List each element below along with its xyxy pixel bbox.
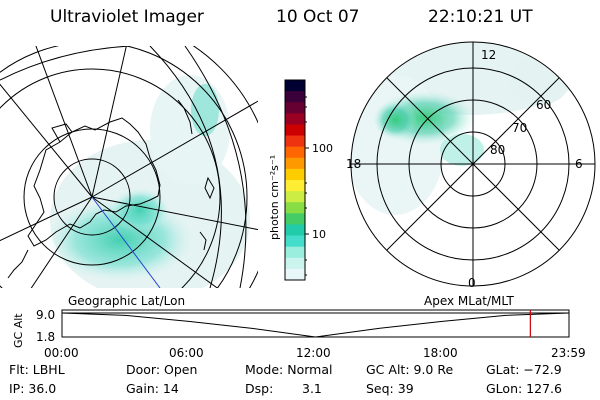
gain-info: Gain: 14: [126, 381, 179, 396]
mlat-label-80: 80: [490, 143, 505, 157]
color-scale-segment: [285, 102, 305, 114]
colorbar-tick-100: 100: [312, 142, 333, 155]
color-scale-segment: [285, 146, 305, 159]
color-scale-segment: [285, 202, 305, 214]
instrument-title: Ultraviolet Imager: [50, 7, 204, 27]
seq-info: Seq: 39: [366, 381, 414, 396]
colorbar-unit-label: photon cm⁻²s⁻¹: [268, 155, 281, 240]
color-scale-segment: [285, 113, 305, 125]
color-scale-segment: [285, 168, 305, 181]
color-scale-segment: [285, 157, 305, 170]
time-label: 22:10:21 UT: [428, 7, 533, 27]
right-map-caption: Apex MLat/MLT: [424, 294, 514, 308]
color-scale-segment: [285, 191, 305, 203]
color-scale-segment: [285, 257, 305, 270]
glat-info: GLat: −72.9: [486, 362, 562, 377]
color-scale-segment: [285, 135, 305, 148]
date-label: 10 Oct 07: [276, 7, 360, 27]
color-scale-tick-marks: [305, 96, 309, 276]
color-scale-segment: [285, 224, 305, 237]
terminator-line: [91, 196, 161, 288]
timeline-ytick-bottom: 1.8: [36, 330, 55, 344]
mlt-label-0: 0: [468, 276, 476, 290]
color-scale-bar: [285, 80, 305, 281]
timeline-xtick-0600: 06:00: [169, 346, 204, 360]
timeline-ylabel: GC Alt: [12, 313, 25, 348]
filter-info: Flt: LBHL: [9, 362, 65, 377]
door-info: Door: Open: [126, 362, 198, 377]
color-scale-segment: [285, 91, 305, 103]
timeline-xtick-1800: 18:00: [423, 346, 458, 360]
mlat-label-70: 70: [512, 121, 527, 135]
glon-info: GLon: 127.6: [486, 381, 562, 396]
color-scale-segment: [285, 80, 305, 92]
geographic-map: [0, 46, 258, 288]
colorbar-tick-10: 10: [312, 228, 326, 241]
timeline-xtick-0000: 00:00: [44, 346, 79, 360]
lat-lon-grid: [0, 46, 258, 288]
timeline-xtick-2359: 23:59: [551, 346, 586, 360]
mode-info: Mode: Normal: [245, 362, 333, 377]
coastlines: [7, 99, 215, 279]
color-scale-segment: [285, 213, 305, 225]
magnetic-polar-map: [350, 41, 596, 287]
altitude-profile-line: [61, 312, 570, 338]
color-scale-segment: [285, 235, 305, 248]
ip-info: IP: 36.0: [9, 381, 57, 396]
color-scale-segment: [285, 268, 305, 281]
timeline-ytick-top: 9.0: [36, 308, 55, 322]
color-scale-frame: [284, 79, 306, 281]
dsp-value: 3.1: [302, 381, 322, 396]
color-scale-segment: [285, 180, 305, 192]
gc-alt-info: GC Alt: 9.0 Re: [366, 362, 454, 377]
timeline-xtick-1200: 12:00: [296, 346, 331, 360]
altitude-timeline: [61, 309, 570, 338]
dsp-label: Dsp:: [245, 381, 274, 396]
color-scale-segment: [285, 246, 305, 259]
mlat-label-60: 60: [536, 98, 551, 112]
color-scale-segment: [285, 124, 305, 137]
mlt-label-6: 6: [575, 157, 583, 171]
mlt-label-12: 12: [481, 48, 496, 62]
left-map-caption: Geographic Lat/Lon: [68, 294, 186, 308]
mlt-label-18: 18: [346, 157, 361, 171]
